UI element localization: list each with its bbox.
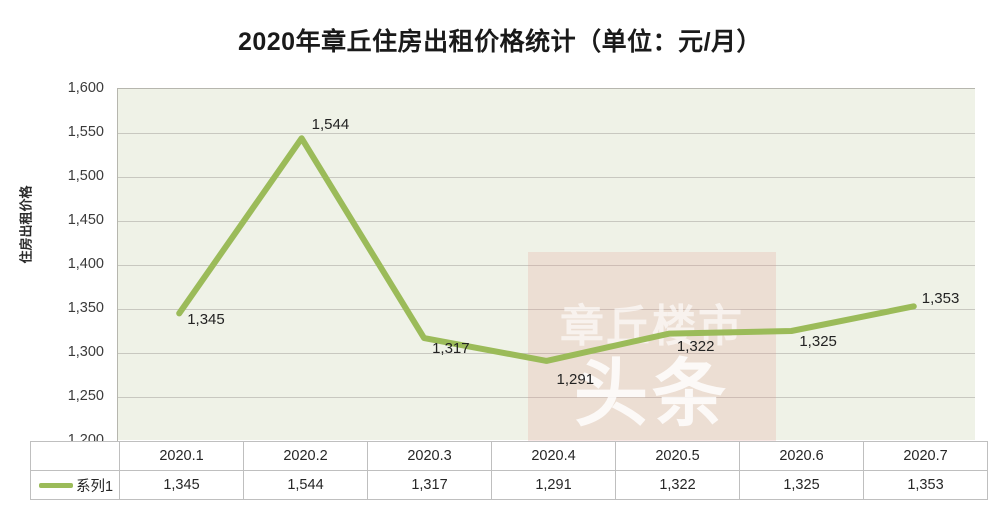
legend-cell[interactable]: 系列1 <box>30 470 120 500</box>
table-value-cell: 1,544 <box>243 470 368 500</box>
watermark-line-2: 头条 <box>574 352 730 435</box>
data-point-label: 1,345 <box>187 311 225 329</box>
gridline <box>118 397 975 398</box>
series-line-chart <box>176 135 917 364</box>
table-value-cell: 1,345 <box>119 470 244 500</box>
gridline <box>118 309 975 310</box>
table-header-cell: 2020.4 <box>491 441 616 471</box>
table-value-cell: 1,325 <box>739 470 864 500</box>
gridline <box>118 353 975 354</box>
legend-series-label: 系列1 <box>75 478 114 495</box>
y-tick-label: 1,400 <box>67 256 104 272</box>
data-point-label: 1,322 <box>676 337 715 355</box>
y-axis-ticks: 1,600 1,550 1,500 1,450 1,400 1,350 1,300 1,250… <box>42 80 112 448</box>
data-table: 2020.1 2020.2 2020.3 2020.4 2020.5 2020.6 2020… <box>30 441 988 500</box>
gridline <box>118 265 975 266</box>
data-point-label: 1,317 <box>432 340 470 358</box>
table-header-cell: 2020.2 <box>243 441 368 471</box>
series-1-line <box>176 135 917 364</box>
gridline <box>118 177 975 178</box>
legend-line-icon <box>38 482 73 488</box>
table-header-cell: 2020.3 <box>367 441 492 471</box>
table-value-cell: 1,317 <box>367 470 492 500</box>
table-header-cell: 2020.7 <box>863 441 988 471</box>
table-value-cell: 1,322 <box>615 470 740 500</box>
table-header-cell: 2020.6 <box>739 441 864 471</box>
data-point-label: 1,325 <box>799 333 837 350</box>
y-axis-line <box>117 88 118 441</box>
watermark-line-1: 章丘楼市 <box>560 302 744 351</box>
plot-area: 章丘楼市 头条 1,345 1,544 1,317 1,291 1,322 1,325 1,… <box>118 88 975 487</box>
chart-title: 2020年章丘住房出租价格统计（单位：元/月） <box>237 28 763 56</box>
table-header-cell: 2020.5 <box>615 441 740 471</box>
data-point-label: 1,544 <box>311 116 350 134</box>
y-tick-label: 1,350 <box>67 300 104 316</box>
legend-placeholder-cell <box>30 441 120 471</box>
y-tick-label: 1,500 <box>67 168 104 184</box>
y-tick-label: 1,450 <box>67 212 104 228</box>
gridline <box>118 221 975 222</box>
gridline <box>118 133 975 134</box>
y-axis-title: 住房出租价格 <box>18 185 34 264</box>
table-value-cell: 1,291 <box>491 470 616 500</box>
data-point-label: 1,291 <box>556 370 595 388</box>
y-tick-label: 1,250 <box>67 388 104 404</box>
table-row-values: 系列1 1,345 1,544 1,317 1,291 1,322 1,325 1,353 <box>30 470 988 500</box>
table-header-cell: 2020.1 <box>119 441 244 471</box>
y-tick-label: 1,300 <box>67 344 104 360</box>
table-value-cell: 1,353 <box>863 470 988 500</box>
y-tick-label: 1,600 <box>67 80 104 96</box>
y-tick-label: 1,550 <box>67 124 104 140</box>
table-row-categories: 2020.1 2020.2 2020.3 2020.4 2020.5 2020.6 2020… <box>30 441 988 471</box>
data-point-label: 1,353 <box>921 290 960 308</box>
